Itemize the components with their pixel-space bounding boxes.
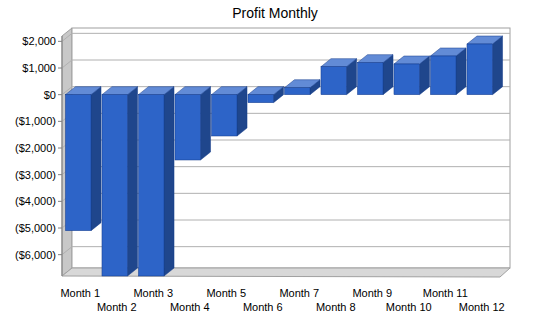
bar xyxy=(321,67,347,95)
bar xyxy=(467,44,493,95)
x-tick-label: Month 10 xyxy=(386,301,432,313)
x-tick-label: Month 4 xyxy=(170,301,210,313)
x-tick-label: Month 7 xyxy=(279,287,319,299)
bar-top xyxy=(138,87,174,95)
y-tick-label: ($3,000) xyxy=(15,169,56,181)
y-tick-label: ($4,000) xyxy=(15,195,56,207)
x-tick-label: Month 5 xyxy=(206,287,246,299)
bar-top xyxy=(394,56,430,64)
tick-mark xyxy=(58,174,62,175)
bar-side xyxy=(493,36,503,95)
x-tick-label: Month 3 xyxy=(133,287,173,299)
y-tick-label: ($6,000) xyxy=(15,249,56,261)
y-tick-label: $2,000 xyxy=(22,35,56,47)
bar-side xyxy=(128,87,138,276)
tick-mark xyxy=(58,254,62,255)
tick-mark xyxy=(58,41,62,42)
bar-side xyxy=(201,87,211,160)
bar-top xyxy=(175,87,211,95)
bar xyxy=(430,56,456,95)
bar xyxy=(102,95,128,276)
bar xyxy=(248,95,274,103)
bar-top xyxy=(211,87,247,95)
tick-mark xyxy=(58,68,62,69)
x-tick-label: Month 9 xyxy=(352,287,392,299)
bar-side xyxy=(237,87,247,136)
bar xyxy=(175,95,201,160)
y-tick-label: $1,000 xyxy=(22,62,56,74)
tick-mark xyxy=(58,121,62,122)
bar xyxy=(394,64,420,95)
y-axis-line xyxy=(62,36,63,276)
bar-side xyxy=(164,87,174,276)
x-tick-label: Month 2 xyxy=(97,301,137,313)
bar xyxy=(211,95,237,136)
bar xyxy=(65,95,91,231)
tick-mark xyxy=(58,148,62,149)
bar-top xyxy=(430,48,466,56)
bars xyxy=(65,36,502,276)
x-tick-label: Month 1 xyxy=(60,287,100,299)
x-tick-label: Month 12 xyxy=(459,301,505,313)
tick-mark xyxy=(58,201,62,202)
bar-side xyxy=(91,87,101,231)
y-tick-label: $0 xyxy=(44,89,56,101)
y-tick-label: ($1,000) xyxy=(15,115,56,127)
bar-top xyxy=(357,55,393,63)
bar-top xyxy=(65,87,101,95)
tick-mark xyxy=(58,228,62,229)
bar-top xyxy=(102,87,138,95)
bar-top xyxy=(321,59,357,67)
x-tick-label: Month 11 xyxy=(423,287,468,299)
y-tick-label: ($2,000) xyxy=(15,142,56,154)
bar-top xyxy=(284,80,320,88)
bar-top xyxy=(467,36,503,44)
tick-mark xyxy=(58,94,62,95)
bar-top xyxy=(248,87,284,95)
chart: Profit Monthly ($6,000) ($5,000) ($4,000) ($… xyxy=(0,0,550,318)
title: Profit Monthly xyxy=(232,5,318,21)
y-tick-label: ($5,000) xyxy=(15,222,56,234)
x-tick-label: Month 6 xyxy=(243,301,283,313)
grid-line xyxy=(62,33,510,41)
bar xyxy=(357,63,383,95)
bar xyxy=(138,95,164,276)
x-tick-label: Month 8 xyxy=(316,301,356,313)
bar xyxy=(284,88,310,95)
